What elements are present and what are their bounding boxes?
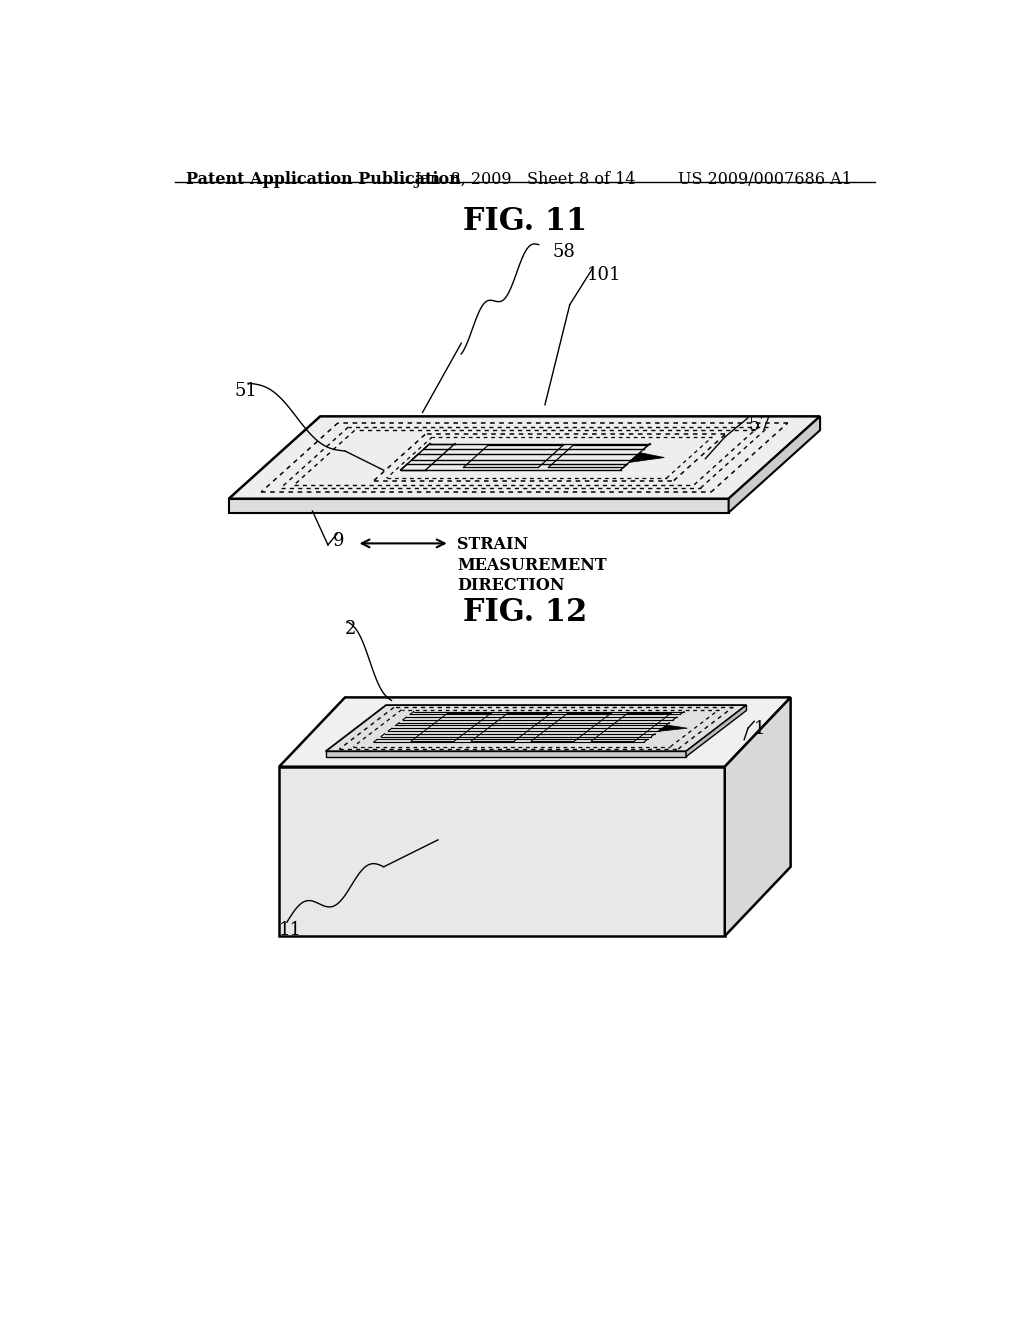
Polygon shape bbox=[725, 697, 791, 936]
Text: 51: 51 bbox=[234, 381, 258, 400]
Polygon shape bbox=[280, 697, 791, 767]
Text: FIG. 11: FIG. 11 bbox=[463, 206, 587, 238]
Polygon shape bbox=[228, 416, 820, 499]
Text: STRAIN
MEASUREMENT
DIRECTION: STRAIN MEASUREMENT DIRECTION bbox=[458, 536, 607, 594]
Text: 1: 1 bbox=[755, 721, 766, 738]
Polygon shape bbox=[280, 767, 725, 936]
Text: 58: 58 bbox=[553, 243, 575, 261]
Text: 2: 2 bbox=[345, 620, 356, 639]
Text: 11: 11 bbox=[280, 921, 302, 939]
Polygon shape bbox=[686, 705, 746, 756]
Text: 9: 9 bbox=[334, 532, 345, 550]
Polygon shape bbox=[629, 453, 665, 462]
Polygon shape bbox=[228, 499, 729, 512]
Text: 57: 57 bbox=[748, 416, 771, 434]
Text: Jan. 8, 2009   Sheet 8 of 14: Jan. 8, 2009 Sheet 8 of 14 bbox=[415, 172, 636, 189]
Text: Patent Application Publication: Patent Application Publication bbox=[186, 172, 461, 189]
Polygon shape bbox=[326, 751, 686, 756]
Text: FIG. 12: FIG. 12 bbox=[463, 598, 587, 628]
Text: US 2009/0007686 A1: US 2009/0007686 A1 bbox=[678, 172, 852, 189]
Polygon shape bbox=[658, 725, 687, 731]
Polygon shape bbox=[326, 705, 746, 751]
Polygon shape bbox=[729, 416, 820, 512]
Text: 101: 101 bbox=[587, 267, 622, 284]
